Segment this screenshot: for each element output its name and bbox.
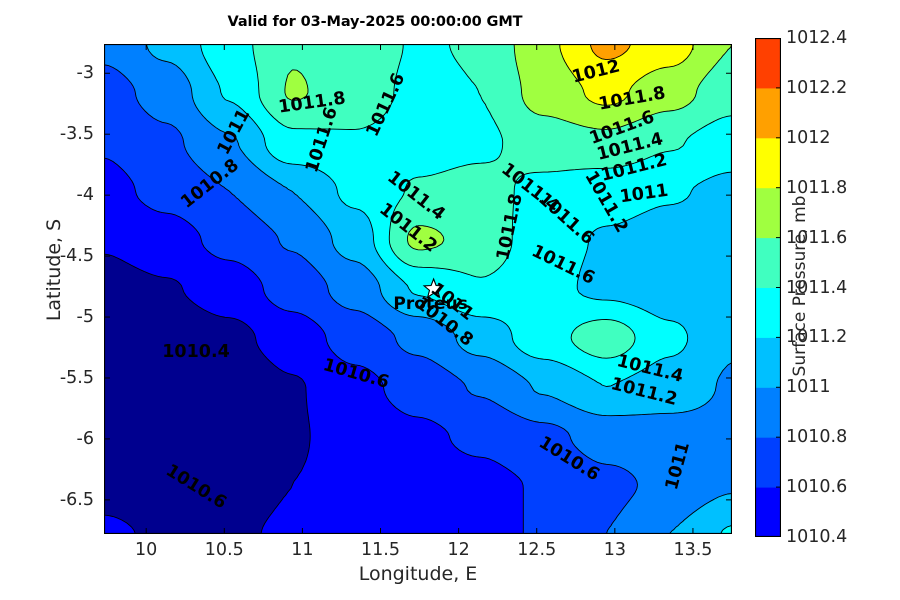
colorbar-tick-label: 1011.6 bbox=[786, 227, 848, 248]
colorbar-band bbox=[755, 337, 781, 388]
colorbar-tick-label: 1011.4 bbox=[786, 277, 848, 298]
colorbar-band bbox=[755, 287, 781, 338]
y-tick-label: -4.5 bbox=[59, 246, 94, 267]
y-tick-label: -5 bbox=[76, 307, 94, 328]
colorbar-tick-label: 1011.2 bbox=[786, 327, 848, 348]
colorbar-tick-label: 1012 bbox=[786, 127, 831, 148]
colorbar-tick-label: 1010.4 bbox=[786, 527, 848, 547]
y-tick-label: -3 bbox=[76, 63, 94, 84]
y-tick-label: -5.5 bbox=[59, 367, 94, 388]
y-tick-label: -6 bbox=[76, 428, 94, 449]
colorbar-tick-label: 1010.8 bbox=[786, 427, 848, 448]
colorbar-band bbox=[755, 137, 781, 189]
colorbar bbox=[755, 38, 781, 537]
colorbar-band bbox=[755, 487, 781, 537]
y-tick-label: -3.5 bbox=[59, 124, 94, 145]
star-marker[interactable] bbox=[422, 277, 445, 299]
x-tick-label: 10.5 bbox=[204, 540, 244, 560]
y-tick-label: -6.5 bbox=[59, 489, 94, 510]
colorbar-band bbox=[755, 38, 781, 89]
x-axis-label: Longitude, E bbox=[358, 563, 478, 585]
contour-label: 1010.4 bbox=[162, 342, 230, 362]
colorbar-tick-label: 1011.8 bbox=[786, 177, 848, 198]
colorbar-tick-label: 1010.6 bbox=[786, 477, 848, 498]
x-tick-label: 12.5 bbox=[517, 540, 557, 560]
x-tick-label: 13 bbox=[603, 540, 626, 560]
colorbar-tick-label: 1012.2 bbox=[786, 77, 848, 98]
colorbar-band bbox=[755, 237, 781, 288]
x-tick-label: 12 bbox=[447, 540, 470, 560]
x-tick-label: 11 bbox=[291, 540, 314, 560]
colorbar-tick-label: 1011 bbox=[786, 377, 831, 398]
colorbar-band bbox=[755, 187, 781, 239]
figure-title: Valid for 03-May-2025 00:00:00 GMT bbox=[227, 14, 523, 30]
colorbar-svg bbox=[755, 38, 781, 537]
y-tick-label: -4 bbox=[76, 185, 94, 206]
colorbar-band bbox=[755, 387, 781, 438]
x-tick-label: 11.5 bbox=[361, 540, 400, 560]
contour-plot-area: Proteus 1011 1010.8 1011.8 1011.6 1011.6 1012 1… bbox=[104, 44, 732, 534]
colorbar-band bbox=[755, 437, 781, 488]
colorbar-band bbox=[755, 87, 781, 139]
colorbar-tick-label: 1012.4 bbox=[786, 28, 848, 48]
x-tick-label: 10 bbox=[135, 540, 158, 560]
marker-label: Proteus bbox=[393, 294, 467, 314]
x-tick-label: 13.5 bbox=[673, 540, 713, 560]
